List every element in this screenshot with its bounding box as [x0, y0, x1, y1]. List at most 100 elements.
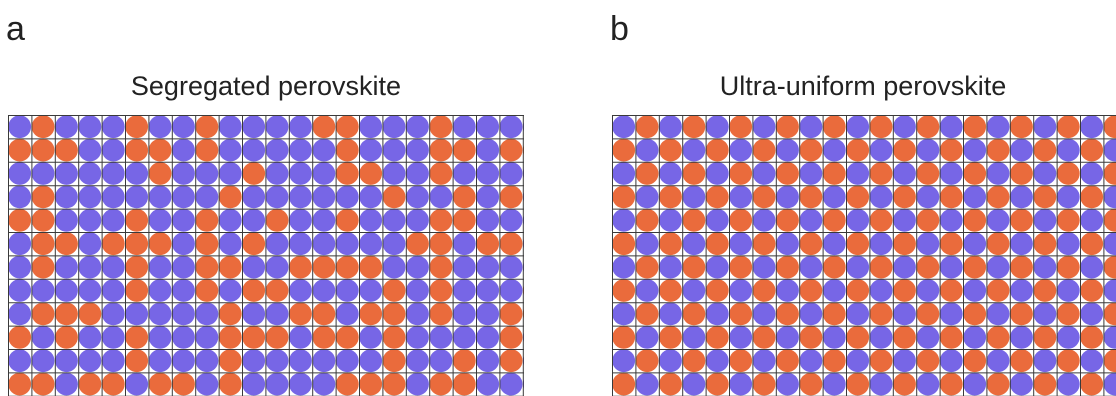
lattice-grid	[612, 115, 1116, 396]
purple-atom	[869, 325, 893, 349]
purple-atom	[752, 162, 776, 185]
orange-atom	[986, 279, 1010, 302]
orange-atom	[335, 372, 359, 396]
orange-atom	[635, 349, 659, 373]
purple-atom	[312, 162, 336, 185]
purple-atom	[78, 325, 102, 349]
orange-atom	[635, 208, 659, 232]
orange-atom	[705, 232, 729, 256]
purple-atom	[846, 162, 870, 185]
purple-atom	[172, 185, 195, 209]
orange-atom	[939, 232, 963, 256]
purple-atom	[682, 372, 706, 396]
orange-atom	[869, 302, 893, 326]
purple-atom	[125, 372, 149, 396]
orange-atom	[799, 325, 823, 349]
purple-atom	[242, 255, 266, 279]
purple-atom	[822, 185, 846, 209]
orange-atom	[846, 372, 870, 396]
purple-atom	[635, 185, 659, 209]
orange-atom	[242, 279, 266, 302]
purple-atom	[1080, 349, 1104, 373]
purple-atom	[289, 232, 312, 256]
purple-atom	[172, 255, 195, 279]
orange-atom	[705, 185, 729, 209]
purple-atom	[1080, 208, 1104, 232]
purple-atom	[148, 279, 172, 302]
orange-atom	[846, 185, 870, 209]
orange-atom	[31, 208, 55, 232]
purple-atom	[265, 115, 289, 139]
orange-atom	[822, 349, 846, 373]
orange-atom	[705, 279, 729, 302]
purple-atom	[1080, 302, 1104, 326]
purple-atom	[846, 208, 870, 232]
purple-atom	[406, 115, 429, 139]
orange-atom	[125, 232, 149, 256]
purple-atom	[78, 162, 102, 185]
purple-atom	[382, 162, 406, 185]
purple-atom	[1056, 232, 1080, 256]
purple-atom	[799, 162, 823, 185]
purple-atom	[101, 349, 125, 373]
purple-atom	[312, 208, 336, 232]
purple-atom	[172, 208, 195, 232]
purple-atom	[359, 279, 383, 302]
purple-atom	[893, 302, 916, 326]
purple-atom	[101, 115, 125, 139]
purple-atom	[869, 232, 893, 256]
purple-atom	[916, 279, 940, 302]
orange-atom	[682, 115, 706, 139]
orange-atom	[682, 208, 706, 232]
purple-atom	[218, 208, 242, 232]
purple-atom	[265, 185, 289, 209]
purple-atom	[635, 232, 659, 256]
orange-atom	[429, 208, 453, 232]
orange-atom	[963, 255, 987, 279]
purple-atom	[822, 279, 846, 302]
purple-atom	[659, 255, 682, 279]
purple-atom	[31, 325, 55, 349]
purple-atom	[218, 232, 242, 256]
purple-atom	[289, 372, 312, 396]
purple-atom	[312, 185, 336, 209]
orange-atom	[1080, 185, 1104, 209]
orange-atom	[1010, 302, 1033, 326]
orange-atom	[31, 372, 55, 396]
orange-atom	[729, 208, 753, 232]
purple-atom	[705, 255, 729, 279]
orange-atom	[195, 115, 219, 139]
panel-b-letter: b	[610, 10, 629, 48]
orange-atom	[1080, 232, 1104, 256]
purple-atom	[125, 162, 149, 185]
purple-atom	[78, 232, 102, 256]
orange-atom	[752, 138, 776, 162]
orange-atom	[335, 255, 359, 279]
purple-atom	[1103, 279, 1116, 302]
purple-atom	[335, 302, 359, 326]
orange-atom	[429, 232, 453, 256]
orange-atom	[939, 185, 963, 209]
orange-atom	[382, 302, 406, 326]
purple-atom	[682, 138, 706, 162]
orange-atom	[429, 302, 453, 326]
purple-atom	[612, 349, 636, 373]
purple-atom	[1103, 372, 1116, 396]
purple-atom	[963, 185, 987, 209]
orange-atom	[822, 302, 846, 326]
purple-atom	[312, 279, 336, 302]
purple-atom	[986, 115, 1010, 139]
orange-atom	[986, 372, 1010, 396]
purple-atom	[1010, 138, 1033, 162]
purple-atom	[312, 232, 336, 256]
purple-atom	[776, 279, 799, 302]
orange-atom	[1103, 208, 1116, 232]
orange-atom	[939, 279, 963, 302]
purple-atom	[939, 349, 963, 373]
purple-atom	[265, 232, 289, 256]
purple-atom	[799, 208, 823, 232]
purple-atom	[893, 162, 916, 185]
purple-atom	[776, 232, 799, 256]
orange-atom	[289, 255, 312, 279]
purple-atom	[289, 208, 312, 232]
